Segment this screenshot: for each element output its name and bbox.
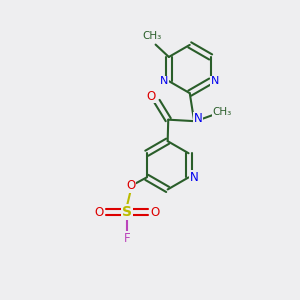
Text: F: F — [124, 232, 130, 244]
Text: O: O — [126, 179, 135, 192]
Text: N: N — [190, 171, 198, 184]
Text: O: O — [146, 90, 155, 103]
Text: N: N — [211, 76, 219, 86]
Text: N: N — [194, 112, 203, 125]
Text: S: S — [122, 205, 132, 219]
Text: CH₃: CH₃ — [212, 107, 232, 117]
Text: N: N — [160, 76, 169, 86]
Text: O: O — [94, 206, 104, 219]
Text: O: O — [150, 206, 160, 219]
Text: CH₃: CH₃ — [142, 31, 162, 41]
